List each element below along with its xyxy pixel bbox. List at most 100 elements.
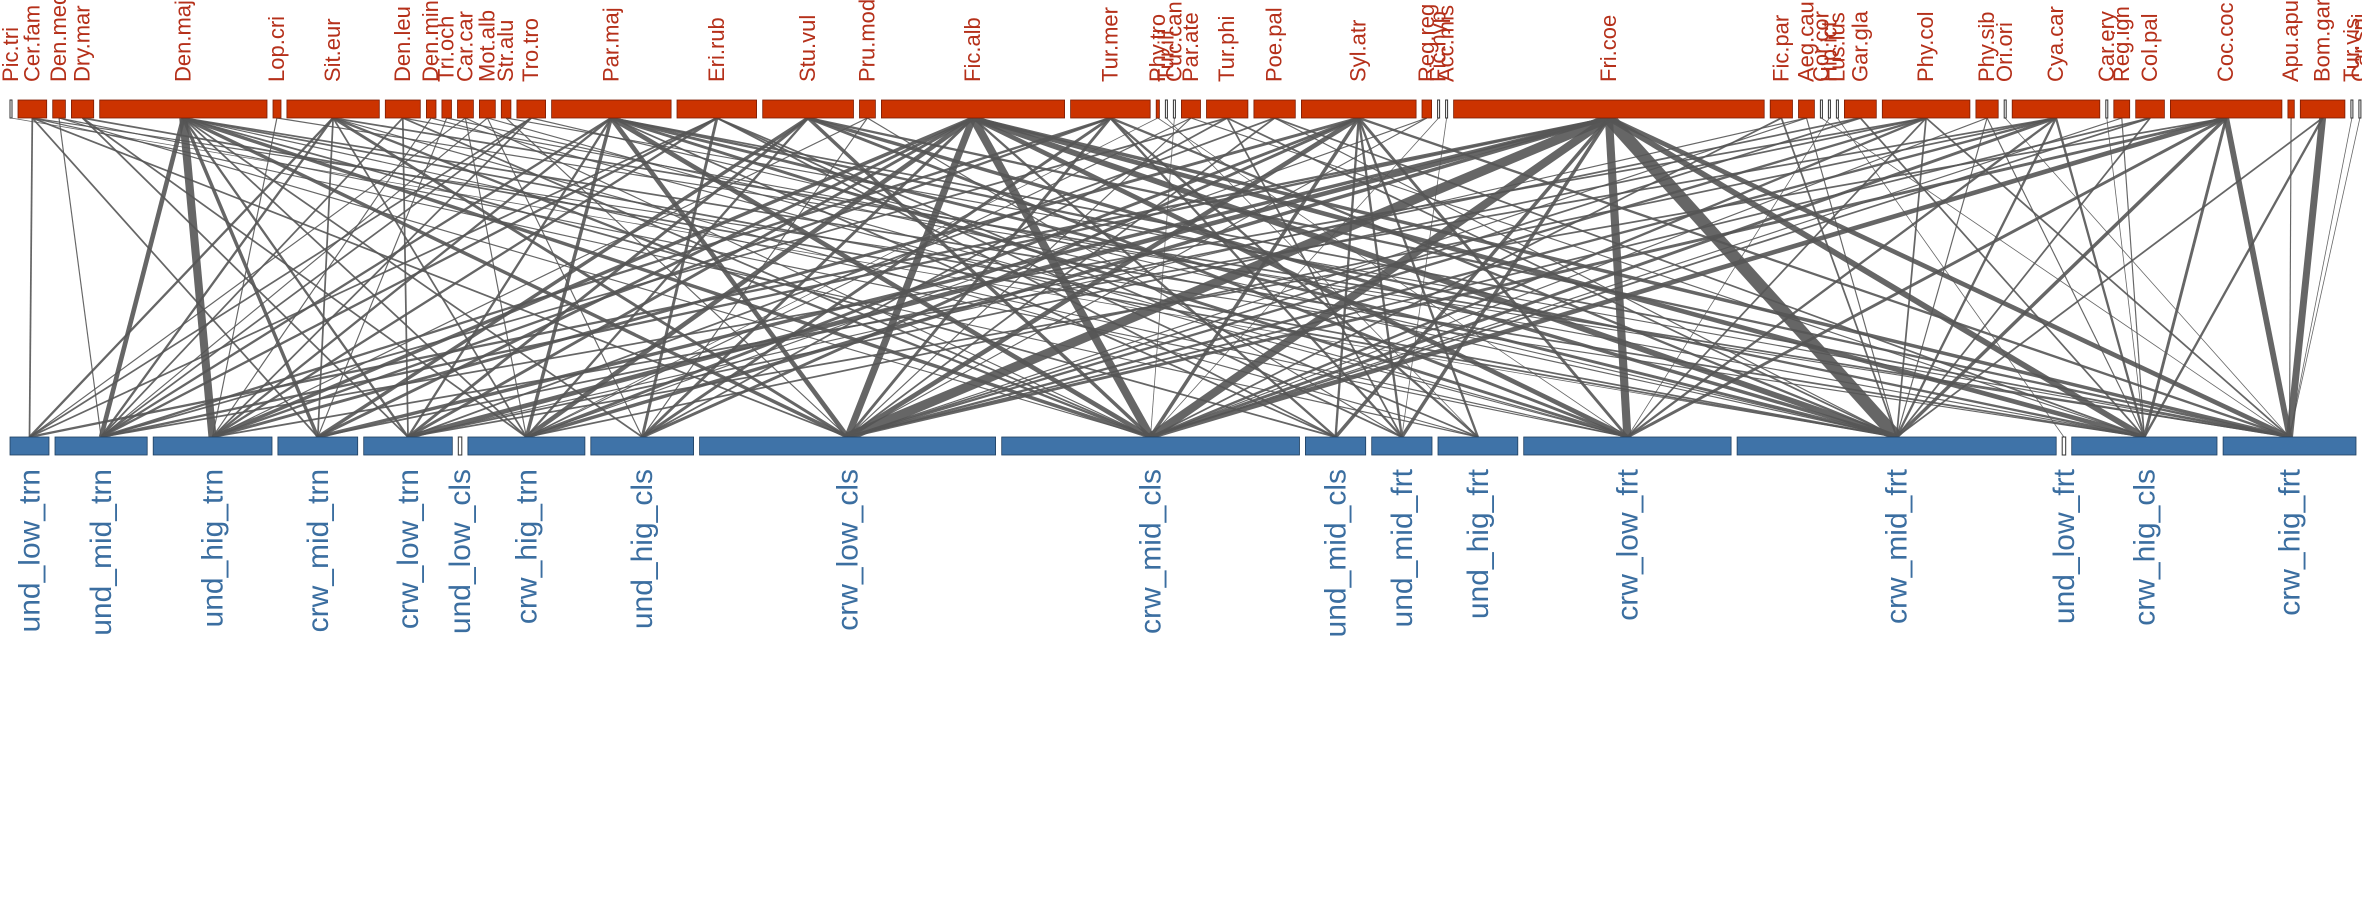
top-node-tur-mer	[1070, 99, 1151, 119]
top-label-den-med: Den.med	[46, 0, 71, 82]
bottom-label-crw-mid-cls: crw_mid_cls	[1135, 469, 1168, 634]
link-par-maj-crw-low-trn	[407, 117, 613, 438]
top-label-fri-coe: Fri.coe	[1596, 15, 1621, 82]
top-label-hip-ict: Hip.ict	[1816, 21, 1841, 82]
top-node-cuc-can	[1172, 99, 1176, 119]
top-node-reg-ign	[2113, 99, 2131, 119]
top-node-poe-pal	[1253, 99, 1296, 119]
link-tur-mer-und-hig-cls	[641, 116, 1112, 439]
bottom-label-crw-low-cls: crw_low_cls	[832, 469, 865, 631]
link-phy-sib-crw-mid-frt	[1896, 117, 1988, 438]
link-car-spi-crw-hig-frt	[2289, 117, 2361, 438]
top-node-par-maj	[551, 99, 672, 119]
top-node-aeg-cau	[1798, 99, 1815, 119]
link-syl-atr-und-hig-trn	[212, 116, 1360, 439]
top-label-col-pal: Col.pal	[2137, 14, 2162, 82]
top-label-fic-alb: Fic.alb	[960, 17, 985, 82]
top-node-acc-mis	[1445, 99, 1449, 119]
link-eri-rub-und-mid-trn	[100, 116, 718, 439]
link-fri-coe-und-mid-trn	[100, 116, 1610, 439]
link-fic-alb-crw-mid-frt	[972, 115, 1898, 440]
bottom-label-und-hig-frt: und_hig_frt	[1462, 468, 1495, 619]
link-tro-tro-und-mid-trn	[100, 117, 532, 438]
top-label-tro-tro: Tro.tro	[518, 18, 543, 82]
link-fic-alb-crw-mid-trn	[317, 116, 974, 439]
bottom-label-und-low-cls: und_low_cls	[444, 469, 477, 634]
link-cya-car-crw-hig-cls	[2054, 117, 2146, 438]
bottom-label-und-mid-trn: und_mid_trn	[85, 469, 118, 636]
bottom-node-crw-low-frt	[1523, 436, 1732, 456]
link-phy-sib-crw-mid-cls	[1150, 117, 1988, 438]
link-par-maj-crw-hig-trn	[524, 117, 613, 438]
bottom-node-crw-mid-frt	[1736, 436, 2057, 456]
link-col-pal-crw-low-cls	[847, 117, 2151, 438]
link-par-maj-crw-mid-cls	[610, 116, 1152, 439]
bottom-label-crw-mid-trn: crw_mid_trn	[302, 469, 335, 632]
top-label-syl-atr: Syl.atr	[1346, 20, 1371, 82]
top-node-car-spi	[2358, 99, 2362, 119]
link-coc-coc-crw-low-cls	[847, 116, 2227, 439]
top-label-dry-mar: Dry.mar	[70, 5, 95, 82]
link-tro-tro-und-low-trn	[29, 117, 532, 438]
link-cya-car-crw-mid-frt	[1895, 117, 2058, 438]
link-den-min-und-hig-trn	[212, 117, 432, 438]
link-reg-ign-crw-mid-cls	[1150, 117, 2122, 438]
link-fic-alb-crw-hig-cls	[972, 115, 2146, 440]
top-node-coc-coc	[2169, 99, 2283, 119]
link-coc-coc-crw-low-trn	[407, 117, 2227, 438]
top-label-ori-ori: Ori.ori	[1992, 22, 2017, 82]
link-car-car-und-low-trn	[29, 117, 466, 438]
link-sit-eur-und-low-trn	[28, 117, 334, 438]
top-label-aeg-cau: Aeg.cau	[1794, 1, 1819, 82]
link-coc-coc-crw-mid-frt	[1895, 116, 2228, 439]
bottom-node-und-low-cls	[457, 436, 463, 456]
bottom-label-und-hig-cls: und_hig_cls	[626, 469, 659, 629]
bottom-node-und-hig-trn	[152, 436, 273, 456]
link-bom-gar-crw-hig-frt	[2286, 117, 2327, 438]
top-label-den-leu: Den.leu	[390, 6, 415, 82]
link-fri-coe-und-low-trn	[29, 116, 1610, 439]
top-label-den-min: Den.min	[418, 0, 443, 82]
link-pru-mod-und-hig-trn	[212, 117, 868, 438]
link-fri-coe-crw-mid-trn	[317, 116, 1610, 439]
bottom-node-crw-low-trn	[363, 436, 453, 456]
bottom-label-und-hig-trn: und_hig_trn	[197, 469, 230, 627]
top-node-col-pal	[2135, 99, 2165, 119]
top-node-reg-reg	[1421, 99, 1433, 119]
link-phy-col-und-mid-trn	[100, 117, 1927, 438]
bottom-label-und-low-frt: und_low_frt	[2048, 468, 2081, 624]
link-eri-rub-und-hig-cls	[640, 117, 719, 438]
top-node-hip-ict	[1827, 99, 1831, 119]
bottom-node-und-mid-cls	[1305, 436, 1367, 456]
link-apu-apu-crw-hig-frt	[2288, 117, 2292, 438]
top-label-mot-alb: Mot.alb	[474, 10, 499, 82]
link-str-alu-crw-hig-frt	[505, 117, 2290, 438]
top-label-fic-hyp: Fic.hyp	[1426, 11, 1451, 82]
bottom-node-und-low-trn	[9, 436, 50, 456]
top-node-ori-ori	[2003, 99, 2007, 119]
link-poe-pal-crw-low-trn	[407, 117, 1275, 438]
link-pru-mod-und-hig-cls	[641, 117, 868, 438]
link-gar-gla-crw-mid-trn	[317, 117, 1861, 438]
top-label-tur-phi: Tur.phi	[1214, 16, 1239, 82]
top-node-par-ate	[1181, 99, 1201, 119]
top-node-cya-car	[2011, 99, 2101, 119]
top-node-tur-phi	[1206, 99, 1249, 119]
bottom-label-und-low-trn: und_low_trn	[14, 469, 47, 632]
link-col-pal-crw-mid-frt	[1895, 117, 2151, 438]
top-node-den-min	[425, 99, 437, 119]
top-label-tur-ili: Tur.ili	[1153, 30, 1178, 82]
link-fri-coe-crw-mid-cls	[1148, 114, 1612, 441]
link-tur-vis-crw-hig-frt	[2289, 117, 2353, 438]
link-lop-cri-und-hig-trn	[211, 117, 278, 438]
bottom-label-crw-mid-frt: crw_mid_frt	[1881, 468, 1914, 624]
top-node-phy-tro	[1155, 99, 1160, 119]
top-node-gar-gla	[1844, 99, 1877, 119]
link-den-maj-und-mid-trn	[98, 117, 186, 438]
top-label-sit-eur: Sit.eur	[320, 18, 345, 82]
link-phy-col-crw-hig-frt	[1925, 117, 2291, 438]
link-mot-alb-und-mid-trn	[100, 117, 488, 438]
link-bom-gar-crw-mid-frt	[1896, 117, 2324, 438]
top-node-bom-gar	[2299, 99, 2346, 119]
link-fic-alb-und-hig-trn	[211, 116, 974, 439]
